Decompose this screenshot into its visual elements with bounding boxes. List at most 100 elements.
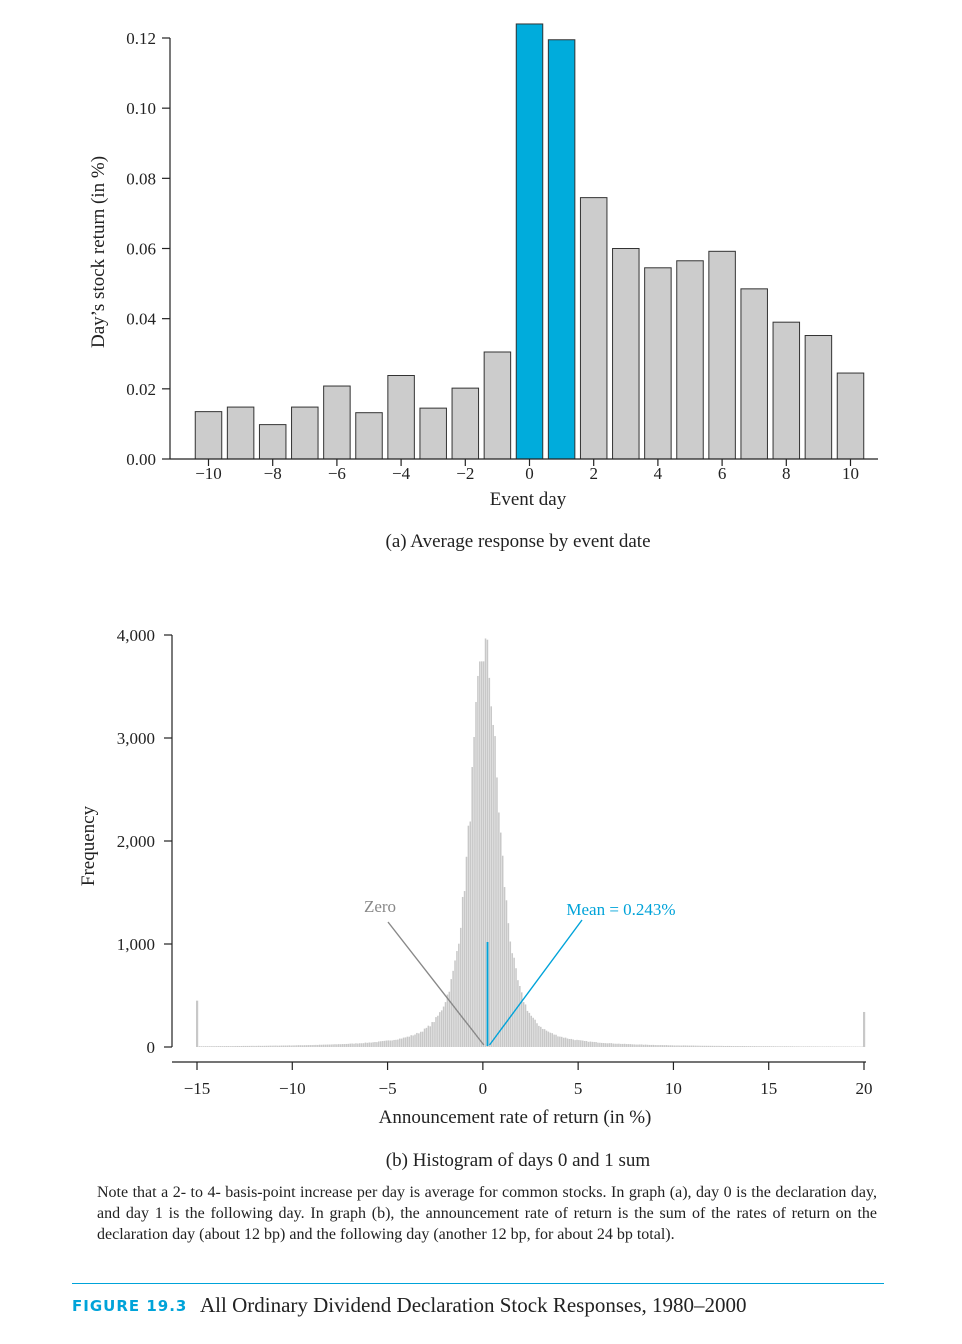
hist-bin — [494, 736, 496, 1047]
hist-bin — [496, 777, 498, 1047]
hist-bin — [214, 1046, 216, 1047]
hist-bin — [303, 1045, 306, 1047]
hist-bin — [459, 927, 462, 1047]
hist-bin — [360, 1043, 363, 1047]
hist-bin — [618, 1043, 620, 1047]
hist-bin — [602, 1043, 605, 1047]
hist-bin — [349, 1043, 351, 1047]
hist-bin — [707, 1045, 710, 1047]
hist-bin — [246, 1045, 249, 1047]
hist-bin — [313, 1044, 315, 1047]
hist-bin — [562, 1037, 565, 1047]
hist-bin — [540, 1026, 542, 1047]
hist-bin — [404, 1037, 407, 1047]
hist-bin — [261, 1045, 264, 1047]
bar-day--3 — [419, 407, 447, 460]
hist-bin — [402, 1037, 405, 1047]
hist-bin — [357, 1043, 359, 1047]
hist-bin — [227, 1046, 230, 1047]
hist-bin — [238, 1046, 241, 1047]
hist-bin — [324, 1044, 327, 1047]
hist-bin — [475, 702, 477, 1047]
figure-note: Note that a 2- to 4- basis-point increas… — [97, 1184, 877, 1243]
hist-bin — [212, 1046, 214, 1047]
hist-bin — [414, 1034, 416, 1047]
hist-bin — [538, 1025, 540, 1047]
hist-bin — [223, 1046, 226, 1047]
hist-bin — [822, 1046, 824, 1047]
chart-b-x-ticks: −15 −10 −5 0 5 10 15 20 — [184, 1062, 873, 1098]
hist-bin — [469, 821, 472, 1047]
hist-bin — [442, 1006, 445, 1047]
hist-bin — [320, 1044, 323, 1047]
hist-bin — [341, 1044, 344, 1047]
chart-a: 0.00 0.02 0.04 0.06 0.08 0.10 0.12 −10 −8 −6 −4 −2… — [88, 23, 878, 552]
x-tick-label: 10 — [665, 1079, 682, 1098]
hist-bin — [547, 1031, 550, 1047]
hist-bin — [379, 1041, 382, 1047]
hist-bin — [549, 1032, 552, 1047]
hist-bin — [835, 1046, 837, 1047]
x-tick-label: −8 — [264, 464, 282, 483]
hist-bin — [631, 1044, 634, 1047]
hist-bin — [284, 1045, 287, 1047]
hist-bin — [555, 1034, 557, 1047]
hist-bin — [818, 1046, 820, 1047]
hist-bin — [606, 1043, 609, 1047]
hist-bin — [736, 1046, 738, 1047]
x-tick-label: 0 — [479, 1079, 488, 1098]
hist-bin — [667, 1045, 670, 1047]
y-tick-label: 3,000 — [117, 729, 155, 748]
x-tick-label: 20 — [856, 1079, 873, 1098]
hist-bin — [604, 1043, 607, 1047]
hist-bin — [637, 1044, 639, 1047]
hist-bin — [315, 1044, 317, 1047]
hist-bin — [463, 891, 466, 1047]
hist-bin — [406, 1036, 409, 1047]
bar-day-6 — [708, 250, 736, 460]
x-tick-label: −10 — [195, 464, 222, 483]
hist-bin — [658, 1045, 660, 1047]
hist-bin — [326, 1044, 329, 1047]
hist-bin — [273, 1045, 275, 1047]
hist-bin — [437, 1015, 439, 1047]
bar-day-5 — [676, 260, 704, 460]
hist-bin — [391, 1040, 393, 1047]
hist-bin — [732, 1046, 735, 1047]
hist-bin — [574, 1040, 576, 1047]
hist-bin — [252, 1045, 254, 1047]
hist-bin — [671, 1045, 674, 1047]
hist-bin — [530, 1015, 533, 1047]
hist-bin — [700, 1045, 702, 1047]
hist-bin — [519, 985, 521, 1047]
hist-bin — [257, 1045, 260, 1047]
hist-bin — [269, 1045, 271, 1047]
x-tick-label: 10 — [842, 464, 859, 483]
hist-bin — [553, 1034, 555, 1047]
hist-bin — [416, 1032, 418, 1047]
hist-bin — [780, 1046, 782, 1047]
hist-bin — [743, 1046, 746, 1047]
hist-bin — [299, 1045, 302, 1047]
hist-bin — [650, 1044, 653, 1047]
hist-bin — [393, 1039, 395, 1047]
y-tick-label: 1,000 — [117, 935, 155, 954]
chart-a-bars — [194, 23, 865, 460]
hist-bin — [301, 1045, 304, 1047]
x-tick-label: 5 — [574, 1079, 583, 1098]
hist-bin — [446, 994, 449, 1047]
bar-day--2 — [451, 387, 480, 460]
hist-bin — [812, 1046, 815, 1047]
hist-bin — [452, 970, 454, 1047]
hist-bin — [328, 1044, 331, 1047]
hist-bin — [480, 661, 483, 1047]
hist-bin — [471, 767, 473, 1047]
bar-day--7 — [291, 406, 319, 460]
hist-bin — [498, 812, 500, 1047]
hist-bin — [755, 1046, 757, 1047]
hist-bin — [513, 957, 515, 1047]
hist-bin — [804, 1046, 807, 1047]
hist-bin — [703, 1045, 706, 1047]
chart-a-y-ticks: 0.00 0.02 0.04 0.06 0.08 0.10 0.12 — [126, 29, 170, 469]
hist-bin — [347, 1043, 350, 1047]
